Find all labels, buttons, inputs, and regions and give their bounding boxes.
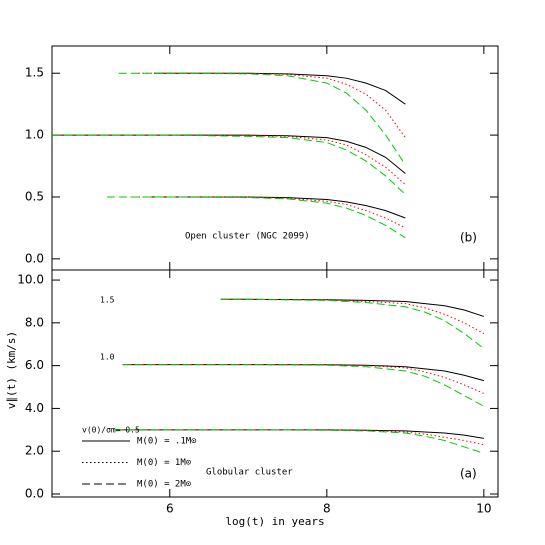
legend-label: M(0) = .1M⊙ <box>137 437 197 447</box>
x-tick-label: 8 <box>323 502 331 516</box>
group-label: 1.5 <box>100 296 115 305</box>
y-tick-label: 1.0 <box>25 128 44 142</box>
legend-label: M(0) = 2M⊙ <box>137 480 191 490</box>
curve <box>118 72 406 166</box>
curve <box>146 196 406 219</box>
curve <box>52 134 406 195</box>
y-axis-label: v∥(t) (km/s) <box>5 331 18 409</box>
panel-label: (b) <box>460 231 477 245</box>
legend-title: v(0)/σm= 0.5 <box>82 426 140 435</box>
y-tick-label: 0.0 <box>25 487 44 501</box>
y-tick-label: 0.5 <box>25 189 44 203</box>
curve <box>106 196 406 239</box>
y-tick-label: 1.5 <box>25 66 44 80</box>
annotation: Open cluster (NGC 2099) <box>185 232 310 242</box>
curve <box>122 364 485 394</box>
curve <box>220 298 485 334</box>
y-tick-label: 4.0 <box>25 401 44 415</box>
x-axis-label: log(t) in years <box>225 515 324 528</box>
y-tick-label: 0.0 <box>25 251 44 265</box>
legend-label: M(0) = 1M⊙ <box>137 458 191 468</box>
y-tick-label: 8.0 <box>25 315 44 329</box>
curve <box>52 134 406 185</box>
curve <box>52 134 406 174</box>
group-label: 1.0 <box>100 353 115 362</box>
x-tick-label: 6 <box>166 502 174 516</box>
curve <box>122 364 485 382</box>
curve <box>154 72 406 105</box>
y-tick-label: 10.0 <box>17 273 44 287</box>
y-tick-label: 2.0 <box>25 444 44 458</box>
x-tick-label: 10 <box>476 502 491 516</box>
curve <box>138 72 406 138</box>
annotation: Globular cluster <box>206 468 293 478</box>
panel-label: (a) <box>460 467 477 481</box>
curve <box>220 298 485 349</box>
curve <box>122 364 485 407</box>
frame <box>51 269 499 498</box>
curve <box>114 429 485 454</box>
curve <box>130 196 406 229</box>
y-tick-label: 6.0 <box>25 358 44 372</box>
